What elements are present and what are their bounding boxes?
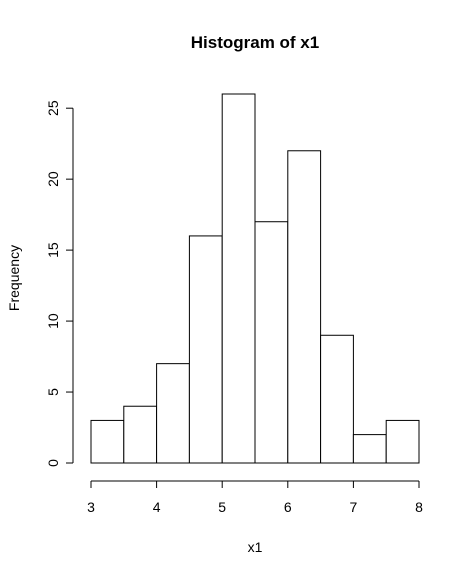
x-tick-label-4: 4 [153, 499, 161, 515]
x-tick-label-3: 3 [87, 499, 95, 515]
histogram-bar-4 [188, 235, 223, 464]
histogram-bar-9 [352, 434, 387, 464]
y-tick-label-10: 10 [45, 313, 61, 329]
histogram-bar-5 [221, 93, 256, 464]
y-tick-label-20: 20 [45, 171, 61, 187]
histogram-bar-8 [320, 334, 354, 464]
y-tick-label-0: 0 [45, 459, 61, 467]
histogram-bar-3 [156, 363, 190, 464]
histogram-bar-10 [385, 419, 420, 464]
bars-group [90, 93, 420, 464]
histogram-bar-1 [90, 419, 125, 464]
y-tick-label-15: 15 [45, 242, 61, 258]
x-tick-label-7: 7 [350, 499, 358, 515]
histogram-bar-2 [123, 405, 158, 464]
histogram-bar-7 [287, 150, 322, 464]
x-axis-label: x1 [248, 539, 263, 555]
x-tick-label-6: 6 [284, 499, 292, 515]
y-axis-label: Frequency [6, 245, 22, 311]
y-tick-label-25: 25 [45, 100, 61, 116]
y-tick-label-5: 5 [45, 388, 61, 396]
chart-title: Histogram of x1 [191, 33, 319, 52]
x-axis: 3 4 5 6 7 8 [87, 480, 423, 515]
x-tick-label-8: 8 [415, 499, 423, 515]
histogram-bar-6 [254, 221, 289, 464]
x-tick-label-5: 5 [218, 499, 226, 515]
y-axis: 0 5 10 15 20 25 [45, 100, 74, 467]
